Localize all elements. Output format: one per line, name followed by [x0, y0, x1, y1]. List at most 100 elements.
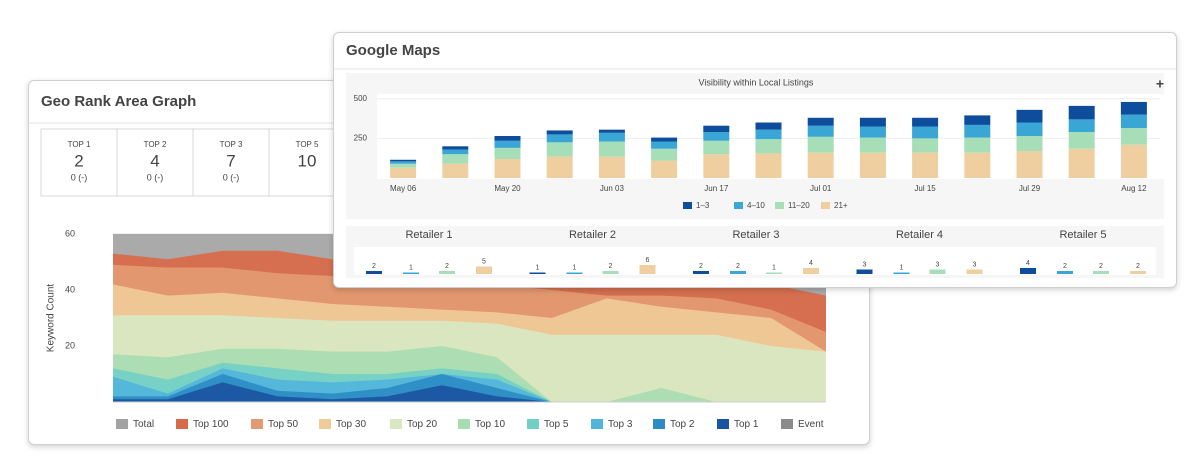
bar-segment — [912, 138, 939, 153]
stat-label: TOP 1 — [68, 140, 91, 149]
x-tick-label: Jul 01 — [810, 184, 832, 193]
retailer-bar — [893, 272, 910, 274]
legend-swatch — [390, 419, 402, 429]
bar-segment — [494, 158, 521, 178]
bar-segment — [494, 136, 521, 141]
legend-swatch — [734, 202, 743, 209]
stat-label: TOP 5 — [296, 140, 319, 149]
legend-label: 1–3 — [696, 201, 710, 210]
retailer-bar — [476, 266, 492, 274]
retailer-bar — [602, 271, 619, 274]
legend-swatch — [717, 419, 729, 429]
retailer-bar — [566, 272, 583, 274]
stat-box — [268, 128, 346, 197]
retailer-value: 6 — [646, 257, 650, 264]
legend-swatch — [319, 419, 331, 429]
y-tick-label: 60 — [65, 228, 75, 238]
legend-label: 21+ — [834, 201, 848, 210]
bar-segment — [807, 117, 834, 126]
bar-segment — [598, 129, 625, 133]
retailer-value: 2 — [1136, 263, 1140, 270]
legend-swatch — [527, 419, 539, 429]
retailer-bar — [766, 272, 782, 274]
retailer-bar — [366, 271, 382, 274]
legend-swatch — [653, 419, 665, 429]
legend-label: Top 1 — [734, 419, 759, 430]
legend-label: Event — [798, 419, 824, 430]
card-title: Geo Rank Area Graph — [41, 93, 196, 110]
bar-segment — [1120, 128, 1147, 145]
bar-segment — [1016, 109, 1043, 123]
retailer-name: Retailer 1 — [405, 229, 452, 241]
retailer-bar — [1057, 271, 1073, 274]
bar-segment — [390, 167, 417, 178]
legend-swatch — [591, 419, 603, 429]
bar-segment — [546, 156, 573, 178]
bar-segment — [442, 163, 469, 178]
stat-value: 7 — [226, 151, 235, 170]
bar-segment — [964, 137, 991, 153]
legend-label: Top 100 — [193, 419, 229, 430]
legend-label: Top 5 — [544, 419, 569, 430]
retailer-name: Retailer 5 — [1059, 229, 1106, 241]
stat-box — [192, 128, 270, 197]
bar-segment — [1068, 105, 1095, 120]
y-axis-title: Keyword Count — [46, 284, 57, 353]
retailer-bar — [639, 265, 656, 274]
bar-segment — [964, 152, 991, 178]
retailer-name: Retailer 3 — [732, 229, 779, 241]
bar-segment — [703, 140, 730, 155]
legend-swatch — [116, 419, 128, 429]
y-tick-label: 250 — [354, 133, 368, 142]
retailer-value: 2 — [699, 263, 703, 270]
legend-label: Top 30 — [336, 419, 366, 430]
bar-segment — [651, 137, 678, 142]
retailer-value: 3 — [936, 261, 940, 268]
bar-segment — [1016, 122, 1043, 136]
retailer-bar — [929, 269, 946, 274]
x-tick-label: May 20 — [494, 184, 521, 193]
stat-value: 4 — [150, 151, 159, 170]
legend-label: Total — [133, 419, 154, 430]
retailer-value: 1 — [900, 264, 904, 271]
retailer-bar — [730, 271, 746, 274]
retailer-value: 1 — [772, 264, 776, 271]
legend-label: Top 10 — [475, 419, 505, 430]
bar-segment — [442, 154, 469, 164]
x-tick-label: Aug 12 — [1121, 184, 1147, 193]
expand-icon[interactable]: + — [1156, 76, 1164, 92]
bar-segment — [1068, 132, 1095, 149]
bar-segment — [912, 126, 939, 139]
retailer-value: 3 — [863, 261, 867, 268]
card-title: Google Maps — [346, 42, 440, 59]
legend-swatch — [775, 202, 784, 209]
legend-label: Top 20 — [407, 419, 437, 430]
retailer-bar — [1020, 268, 1036, 274]
stat-change: 0 (-) — [223, 172, 240, 182]
bar-segment — [390, 163, 417, 168]
retailer-value: 1 — [409, 264, 413, 271]
retailer-value: 5 — [482, 258, 486, 265]
retailer-value: 4 — [809, 260, 813, 267]
bar-segment — [859, 117, 886, 127]
legend-swatch — [781, 419, 793, 429]
retailer-value: 2 — [445, 263, 449, 270]
bar-segment — [494, 147, 521, 159]
bar-segment — [442, 146, 469, 150]
retailer-value: 3 — [973, 261, 977, 268]
chart-title: Visibility within Local Listings — [699, 77, 814, 87]
bar-segment — [598, 132, 625, 142]
bar-segment — [1120, 101, 1147, 115]
legend-swatch — [458, 419, 470, 429]
bar-segment — [703, 154, 730, 178]
x-tick-label: Jun 17 — [704, 184, 729, 193]
x-tick-label: Jul 29 — [1019, 184, 1041, 193]
bar-segment — [807, 125, 834, 137]
bar-segment — [1068, 148, 1095, 178]
retailer-value: 2 — [609, 263, 613, 270]
retailer-bar — [1130, 271, 1146, 274]
bar-segment — [546, 134, 573, 143]
x-tick-label: Jul 15 — [914, 184, 936, 193]
area — [113, 374, 826, 402]
stat-label: TOP 2 — [144, 140, 167, 149]
